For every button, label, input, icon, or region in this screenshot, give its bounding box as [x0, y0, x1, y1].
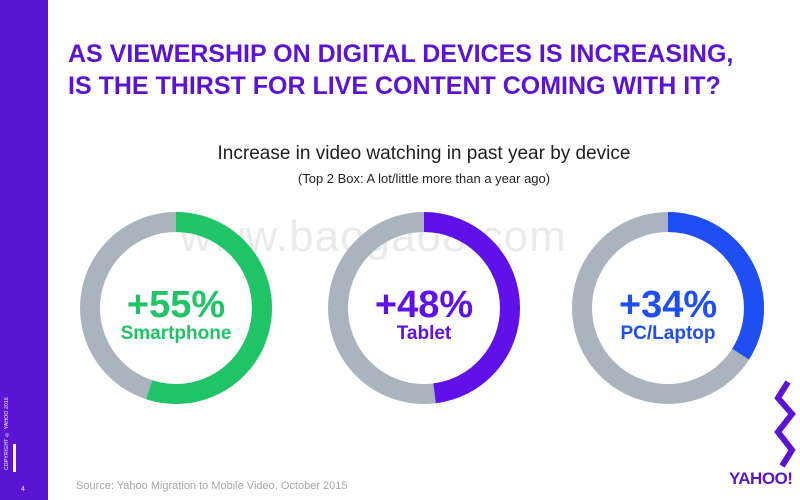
donut-arc-tablet	[328, 212, 520, 404]
donut-pc-laptop: +34%PC/Laptop	[572, 212, 764, 404]
donut-arc-smartphone	[80, 212, 272, 404]
donut-smartphone: +55%Smartphone	[80, 212, 272, 404]
donut-arc-pc-laptop	[572, 212, 764, 404]
sidebar: COPYRIGHT © YAHOO 2016 4	[0, 0, 48, 500]
sidebar-accent-bar	[13, 444, 16, 472]
corner-decoration	[774, 380, 796, 468]
donut-label-pc-laptop: PC/Laptop	[621, 323, 716, 344]
chart-title: Increase in video watching in past year …	[217, 143, 631, 164]
donut-tablet: +48%Tablet	[328, 212, 520, 404]
page-number: 4	[21, 486, 25, 493]
slide-title: AS VIEWERSHIP ON DIGITAL DEVICES IS INCR…	[68, 38, 768, 102]
chart-subtitle: (Top 2 Box: A lot/little more than a yea…	[297, 171, 551, 186]
yahoo-logo: YAHOO!	[729, 469, 793, 488]
donut-value-pc-laptop: +34%	[619, 284, 717, 326]
slide-title-line-1: AS VIEWERSHIP ON DIGITAL DEVICES IS INCR…	[68, 40, 734, 68]
source-note: Source: Yahoo Migration to Mobile Video,…	[76, 480, 348, 492]
donut-label-smartphone: Smartphone	[121, 323, 232, 344]
slide-title-line-2: IS THE THIRST FOR LIVE CONTENT COMING WI…	[68, 72, 721, 100]
donut-label-tablet: Tablet	[397, 323, 452, 344]
donut-value-tablet: +48%	[375, 284, 473, 326]
donut-value-smartphone: +55%	[127, 284, 225, 326]
